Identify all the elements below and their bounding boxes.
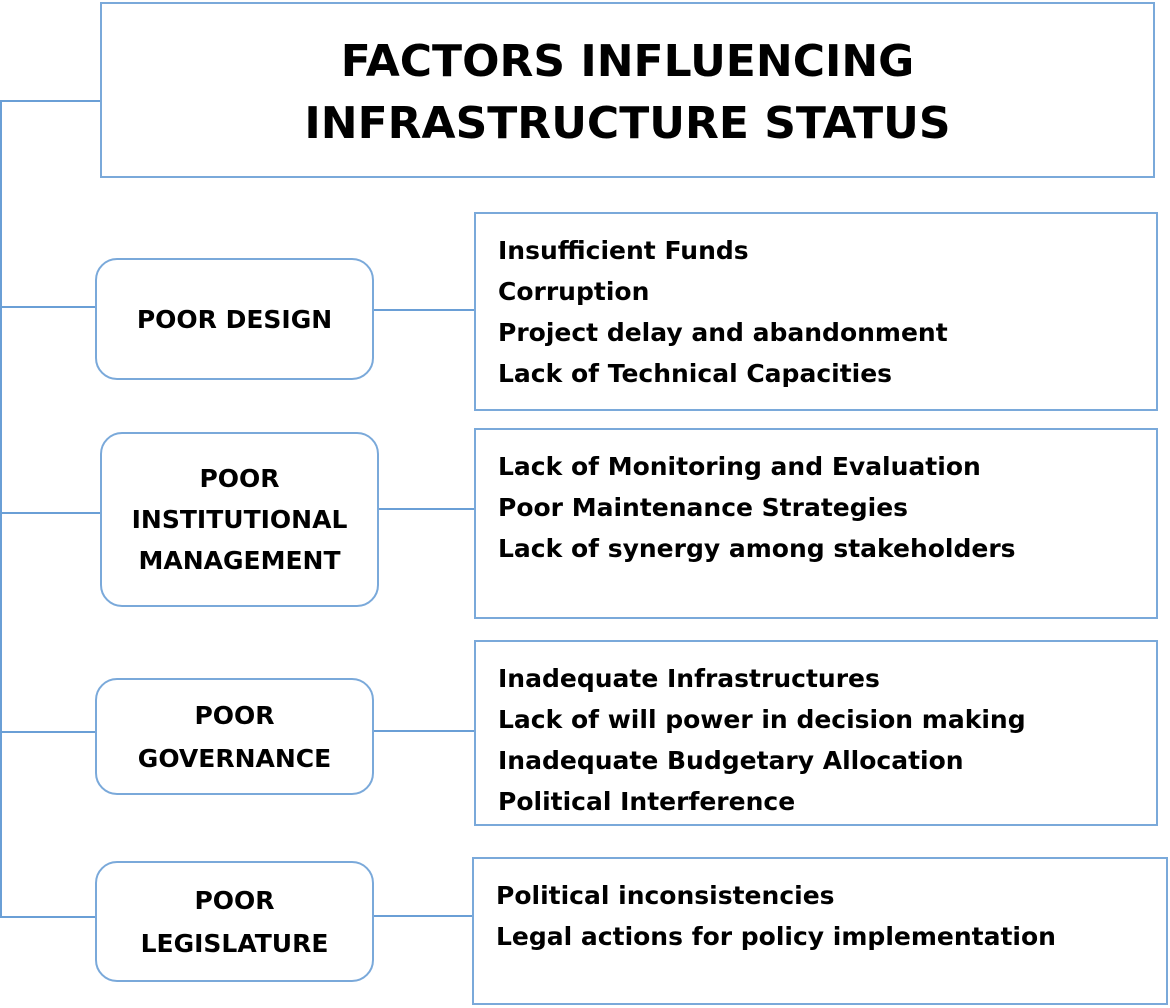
factor-label: POOR GOVERNANCE — [137, 700, 332, 773]
detail-item: Legal actions for policy implementation — [496, 922, 1056, 951]
detail-item: Lack of Technical Capacities — [498, 359, 893, 388]
detail-connector-governance — [374, 730, 474, 732]
detail-connector-design — [374, 309, 474, 311]
detail-box-poor-governance: Inadequate Infrastructures Lack of will … — [474, 640, 1158, 826]
branch-connector-institutional — [0, 512, 100, 514]
detail-box-poor-design: Insufficient Funds Corruption Project de… — [474, 212, 1158, 411]
branch-connector-legislature — [0, 916, 96, 918]
detail-item: Lack of synergy among stakeholders — [498, 534, 1016, 563]
factor-box-poor-institutional-management: POOR INSTITUTIONAL MANAGEMENT — [100, 432, 379, 607]
trunk-connector — [0, 100, 2, 918]
factor-label: POOR INSTITUTIONAL MANAGEMENT — [131, 464, 348, 575]
branch-connector-governance — [0, 731, 96, 733]
diagram-title: FACTORS INFLUENCING INFRASTRUCTURE STATU… — [304, 36, 951, 149]
branch-connector-design — [0, 306, 96, 308]
factor-box-poor-design: POOR DESIGN — [95, 258, 374, 380]
detail-item: Project delay and abandonment — [498, 318, 948, 347]
detail-item: Poor Maintenance Strategies — [498, 493, 909, 522]
detail-item: Corruption — [498, 277, 650, 306]
detail-box-poor-legislature: Political inconsistencies Legal actions … — [472, 857, 1168, 1005]
factor-box-poor-governance: POOR GOVERNANCE — [95, 678, 374, 795]
detail-item: Insufficient Funds — [498, 236, 749, 265]
factor-label: POOR LEGISLATURE — [140, 885, 329, 958]
detail-box-poor-institutional-management: Lack of Monitoring and Evaluation Poor M… — [474, 428, 1158, 619]
factor-box-poor-legislature: POOR LEGISLATURE — [95, 861, 374, 982]
detail-item: Lack of Monitoring and Evaluation — [498, 452, 981, 481]
title-box: FACTORS INFLUENCING INFRASTRUCTURE STATU… — [100, 2, 1155, 178]
detail-item: Political Interference — [498, 787, 796, 816]
title-connector — [0, 100, 100, 102]
detail-connector-institutional — [379, 508, 474, 510]
detail-item: Political inconsistencies — [496, 881, 835, 910]
detail-connector-legislature — [374, 915, 472, 917]
detail-item: Lack of will power in decision making — [498, 705, 1026, 734]
detail-item: Inadequate Budgetary Allocation — [498, 746, 964, 775]
detail-item: Inadequate Infrastructures — [498, 664, 880, 693]
factor-label: POOR DESIGN — [136, 304, 333, 334]
